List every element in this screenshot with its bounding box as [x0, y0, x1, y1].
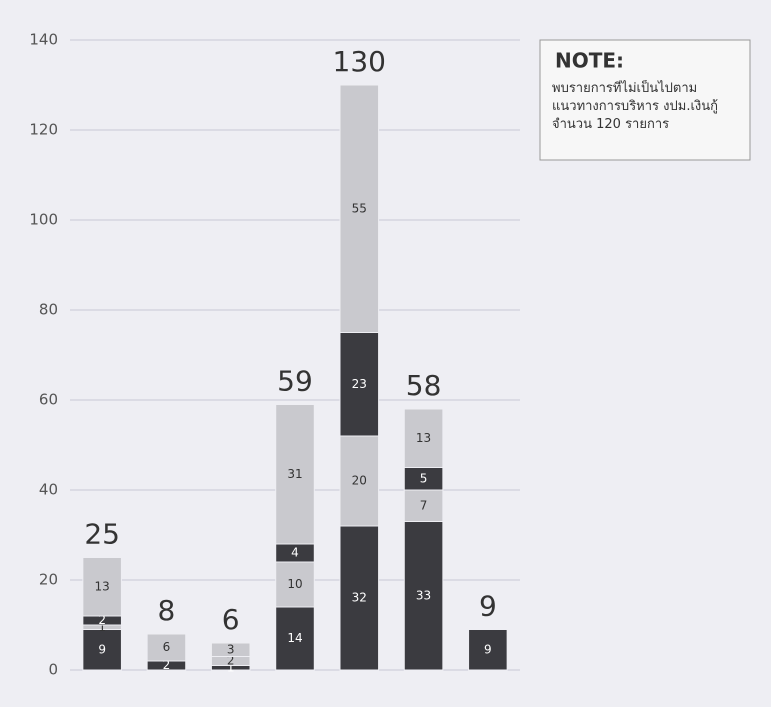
bar-segment	[146, 633, 187, 662]
bar-segment	[339, 525, 380, 671]
bar-segment	[468, 629, 508, 671]
bar-segment	[403, 489, 444, 522]
segment-label: 55	[352, 201, 367, 215]
total-label: 6	[222, 603, 240, 636]
segment-label: 6	[163, 640, 171, 654]
note: NOTE: พบรายการที่ไม่เป็นไปตาม แนวทางการบ…	[539, 39, 751, 161]
y-tick-label: 80	[39, 301, 58, 319]
segment-label: 5	[420, 471, 428, 485]
bar-segment	[275, 404, 315, 545]
y-tick-label: 100	[29, 211, 58, 229]
total-label: 9	[479, 590, 497, 623]
segment-label: 13	[416, 431, 431, 445]
y-tick-label: 0	[48, 661, 58, 679]
bar-segment	[210, 642, 251, 657]
bar-segment	[339, 332, 380, 437]
segment-label: 3	[227, 642, 235, 656]
note-text: พบรายการที่ไม่เป็นไปตาม แนวทางการบริหาร …	[552, 81, 719, 133]
y-tick-label: 140	[29, 31, 58, 49]
segment-label: 13	[95, 579, 110, 593]
segment-label: 1	[227, 660, 235, 674]
segment-label: 23	[352, 377, 367, 391]
total-label: 59	[277, 365, 313, 398]
note-box	[539, 39, 751, 161]
y-tick-label: 40	[39, 481, 58, 499]
segment-label: 33	[416, 588, 431, 602]
note-title: NOTE:	[555, 49, 624, 73]
segment-label: 2	[227, 654, 235, 668]
bar-segment	[82, 629, 122, 671]
y-tick-label: 120	[29, 121, 58, 139]
segment-label: 7	[420, 498, 428, 512]
segment-label: 4	[291, 546, 299, 560]
segment-label: 2	[163, 658, 171, 672]
bar-segment	[339, 84, 380, 333]
bar-segment	[403, 408, 444, 468]
segment-label: 32	[352, 591, 367, 605]
segment-label: 14	[287, 631, 302, 645]
bar-segment	[339, 435, 380, 527]
y-tick-label: 20	[39, 571, 58, 589]
segment-label: 20	[352, 474, 367, 488]
total-label: 8	[158, 594, 176, 627]
total-label: 25	[84, 518, 120, 551]
note-body-box: พบรายการที่ไม่เป็นไปตาม แนวทางการบริหาร …	[552, 81, 719, 133]
bar-segment	[403, 521, 444, 671]
total-label: 130	[333, 45, 386, 78]
bar-segment	[82, 557, 122, 617]
segment-label: 10	[287, 577, 302, 591]
segment-label: 9	[98, 642, 106, 656]
segment-label: 1	[98, 620, 106, 634]
segment-label: 9	[484, 642, 492, 656]
y-tick-label: 60	[39, 391, 58, 409]
segment-label: 31	[287, 467, 302, 481]
total-label: 58	[406, 369, 442, 402]
segment-label: 2	[98, 613, 106, 627]
